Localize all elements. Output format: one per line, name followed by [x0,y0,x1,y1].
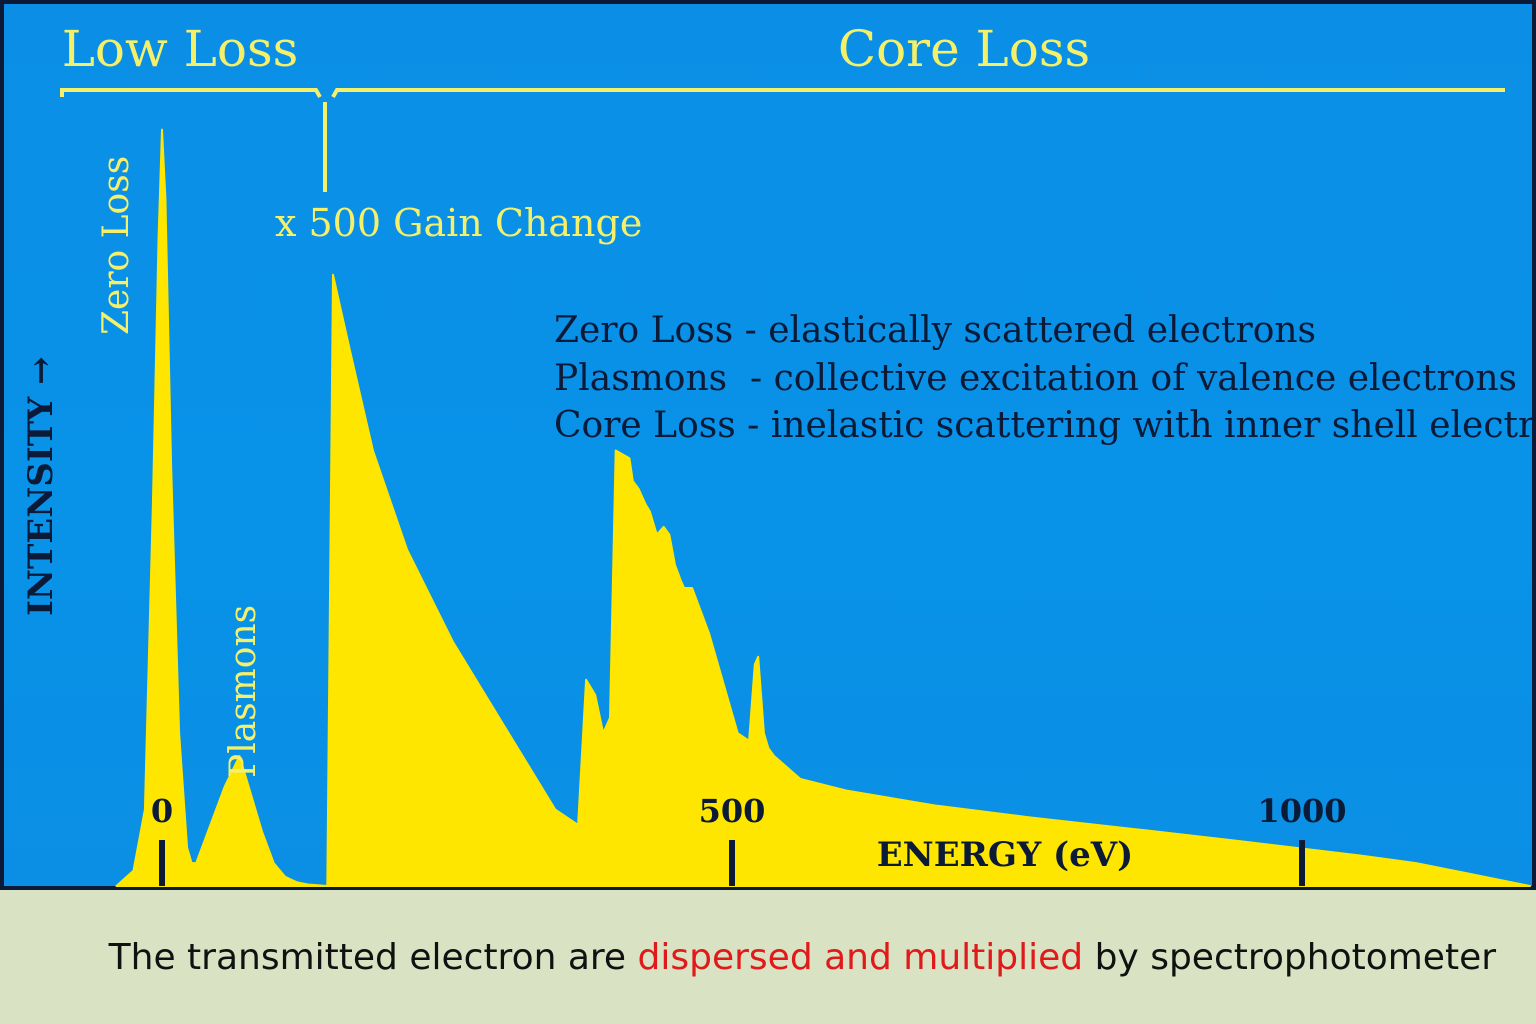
x-tick-label: 0 [151,792,173,830]
low-loss-bracket [60,88,322,98]
spectrum-segment-x1 [115,128,329,887]
zero-loss-peak-label: Zero Loss [96,156,137,335]
x-tick-label: 1000 [1257,792,1346,830]
eels-spectrum-chart: Low Loss Core Loss x 500 Gain Change Zer… [21,20,1536,887]
caption-text-before: The transmitted electron are [108,936,638,978]
spectrum-areas [115,128,1531,887]
caption-text-after: by spectrophotometer [1083,936,1497,978]
low-loss-label: Low Loss [62,20,299,78]
gain-change-label: x 500 Gain Change [275,201,642,245]
plasmons-peak-label: Plasmons [223,605,264,778]
core-loss-label: Core Loss [838,20,1090,78]
spectrum-segment-x500 [326,273,1531,887]
caption-highlight: dispersed and multiplied [637,936,1084,978]
y-axis-label: INTENSITY → [21,356,61,616]
x-axis-label: ENERGY (eV) [877,835,1134,875]
chart-panel [0,0,1536,890]
legend-line-zero-loss: Zero Loss - elastically scattered electr… [554,310,1316,351]
legend-line-core-loss: Core Loss - inelastic scattering with in… [554,405,1536,446]
legend-line-plasmons: Plasmons - collective excitation of vale… [554,358,1517,399]
x-tick-label: 500 [699,792,766,830]
caption: The transmitted electron are dispersed a… [0,890,1536,1024]
core-loss-bracket [331,88,1505,98]
x-axis-ticks: 0 500 1000 [151,792,1347,886]
